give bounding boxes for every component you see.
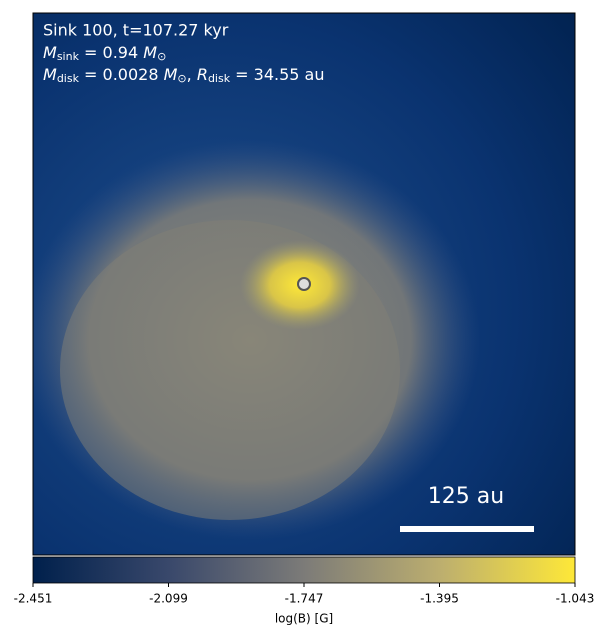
subscript: ⊙ [177, 72, 186, 85]
subscript: disk [208, 72, 231, 85]
subscript: ⊙ [157, 50, 166, 63]
frame [32, 12, 576, 556]
symbol: M [43, 65, 57, 84]
symbol: M [164, 65, 178, 84]
symbol: R [197, 65, 208, 84]
colorbar-label: log(B) [G] [275, 612, 333, 626]
colorbar [32, 556, 576, 584]
symbol: M [143, 43, 157, 62]
tick-label: -2.099 [149, 592, 188, 606]
tick-label: -1.747 [285, 592, 324, 606]
tick-label: -1.043 [556, 592, 595, 606]
annotation-line: Sink 100, t=107.27 kyr [43, 21, 229, 40]
text: = 0.0028 [79, 65, 164, 84]
colorbar-ticks: -2.451 -2.099 -1.747 -1.395 -1.043 [14, 583, 595, 606]
subscript: disk [57, 72, 80, 85]
tick-label: -2.451 [14, 592, 53, 606]
field-map [33, 13, 575, 555]
annotation-line: Mdisk = 0.0028 M⊙, Rdisk = 34.55 au [43, 65, 325, 86]
subscript: sink [57, 50, 80, 63]
sink-marker [297, 277, 311, 291]
scale-bar-label: 125 au [428, 484, 504, 509]
text: = 34.55 au [230, 65, 324, 84]
symbol: M [43, 43, 57, 62]
text: , [187, 65, 197, 84]
annotation-line: Msink = 0.94 M⊙ [43, 43, 166, 64]
tick-label: -1.395 [420, 592, 459, 606]
text: = 0.94 [79, 43, 143, 62]
